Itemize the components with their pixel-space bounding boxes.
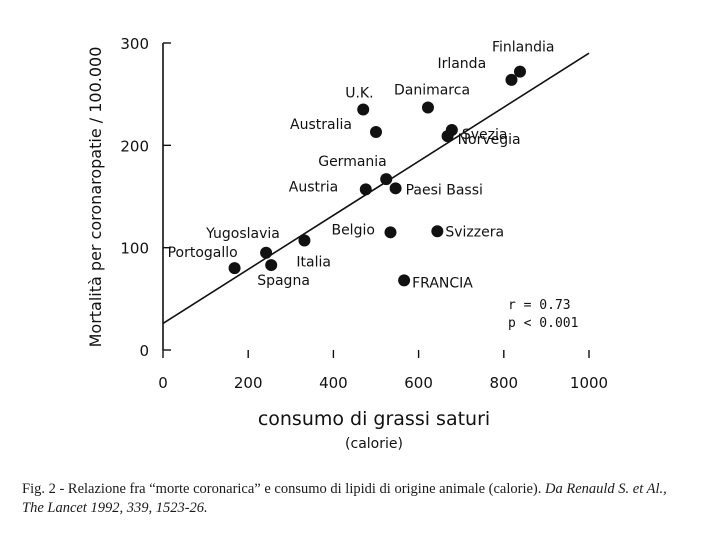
correlation-r-annotation: r = 0.73 — [508, 298, 571, 313]
data-point — [384, 226, 397, 239]
data-point — [398, 274, 411, 287]
axes: 0 200 400 600 800 1000 0 100 200 300 — [120, 35, 608, 392]
point-label: FRANCIA — [412, 275, 473, 291]
y-axis-label: Mortalità per coronaropatie / 100.000 — [86, 47, 105, 348]
p-value-annotation: p < 0.001 — [508, 316, 578, 331]
y-tick-label: 200 — [120, 137, 149, 155]
data-point — [380, 173, 393, 186]
data-point — [265, 259, 278, 272]
x-tick-label: 600 — [404, 374, 433, 392]
point-label: Danimarca — [394, 82, 470, 98]
point-label: U.K. — [345, 86, 373, 102]
y-tick-label: 0 — [139, 342, 149, 360]
data-point — [359, 183, 372, 196]
data-point — [389, 182, 402, 195]
y-tick-label: 300 — [120, 35, 149, 53]
point-label: Svezia — [462, 127, 508, 143]
point-label: Spagna — [257, 273, 310, 289]
point-label: Australia — [290, 117, 352, 133]
x-tick-label: 800 — [489, 374, 518, 392]
point-label: Finlandia — [492, 40, 555, 56]
caption-text: Fig. 2 - Relazione fra “morte coronarica… — [22, 481, 546, 497]
scatter-chart: 0 200 400 600 800 1000 0 100 200 300 Finlandia Irl… — [86, 35, 608, 452]
data-point — [370, 126, 382, 139]
point-label: Yugoslavia — [205, 226, 280, 242]
point-label: Portogallo — [168, 245, 238, 261]
data-point — [421, 101, 434, 114]
data-point — [431, 225, 444, 238]
x-tick-label: 0 — [158, 374, 168, 392]
point-labels: Finlandia Irlanda U.K. Danimarca Australia Sv… — [168, 40, 555, 292]
point-label: Austria — [289, 179, 338, 195]
data-point — [298, 234, 311, 247]
regression-line — [162, 52, 590, 325]
data-point — [357, 103, 370, 116]
y-tick-label: 100 — [120, 240, 149, 258]
x-axis-unit: (calorie) — [345, 436, 403, 452]
data-point — [513, 65, 526, 78]
point-label: Paesi Bassi — [406, 182, 483, 198]
point-label: Irlanda — [437, 56, 486, 72]
x-tick-label: 200 — [234, 374, 263, 392]
figure-caption: Fig. 2 - Relazione fra “morte coronarica… — [22, 480, 692, 518]
data-point — [260, 246, 273, 259]
x-tick-label: 400 — [319, 374, 348, 392]
point-label: Svizzera — [445, 224, 504, 240]
point-label: Belgio — [331, 222, 374, 238]
point-label: Germania — [318, 154, 387, 170]
point-label: Italia — [296, 255, 331, 271]
data-point — [505, 73, 518, 86]
x-tick-label: 1000 — [570, 374, 608, 392]
data-point — [441, 130, 454, 143]
x-axis-label: consumo di grassi saturi — [258, 408, 490, 430]
data-point — [228, 262, 241, 275]
data-points — [228, 65, 526, 287]
point-label: Norvegia — [458, 132, 521, 148]
caption-source: Da Renauld S. et Al., The Lancet 1992, 3… — [22, 481, 667, 516]
